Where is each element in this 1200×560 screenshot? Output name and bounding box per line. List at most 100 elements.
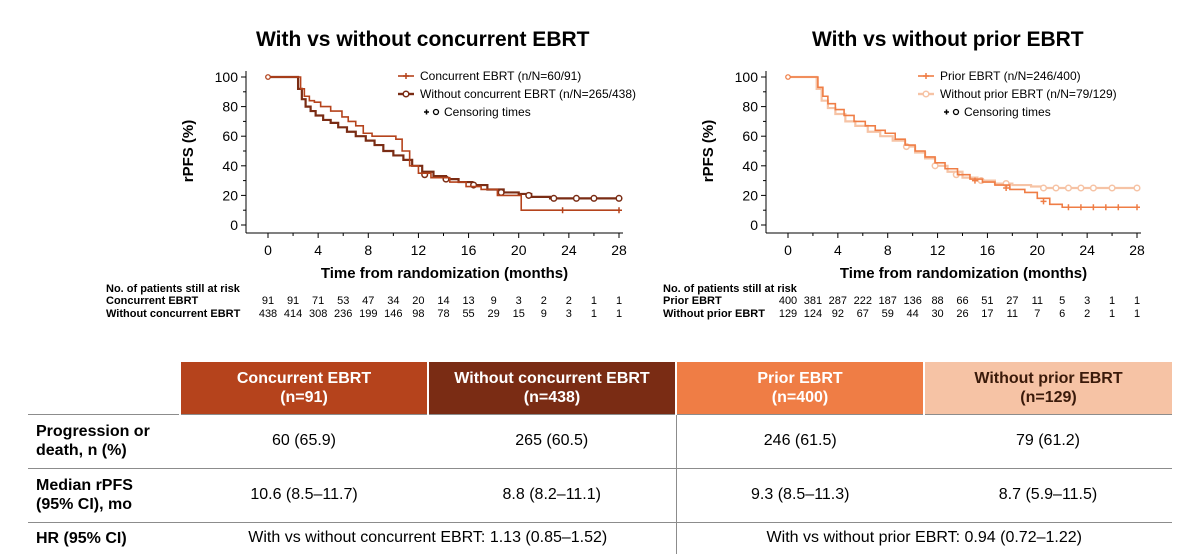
at-risk-row: Without prior EBRT 129 124 92 67 59 44 30 26 17 1… xyxy=(663,308,1163,321)
x-axis-label: Time from randomization (months) xyxy=(321,265,568,282)
y-axis-label: rPFS (%) xyxy=(700,120,717,183)
summary-corner xyxy=(28,362,180,414)
legend-entry: Without prior EBRT (n/N=79/129) xyxy=(940,87,1117,101)
table-row-hr: HR (95% CI) With vs without concurrent E… xyxy=(28,521,1172,554)
at-risk-row: Concurrent EBRT 91 91 71 53 47 34 20 14 13 9 3 2 2 1 1 xyxy=(106,295,646,308)
censor-mark xyxy=(615,194,623,202)
at-risk-value: 236 xyxy=(334,308,353,320)
at-risk-table-prior: No. of patients still at risk Prior EBRT… xyxy=(663,283,1163,321)
censor-mark xyxy=(590,194,598,202)
row-label-hr: HR (95% CI) xyxy=(28,521,180,554)
at-risk-value: 34 xyxy=(387,295,400,307)
at-risk-value: 20 xyxy=(412,295,425,307)
censor-mark xyxy=(1077,184,1085,192)
censor-mark xyxy=(572,194,580,202)
x-tick-label: 20 xyxy=(511,242,527,258)
at-risk-row-label: Without prior EBRT xyxy=(663,308,765,320)
y-tick-label: 80 xyxy=(742,99,758,115)
at-risk-value: 88 xyxy=(931,295,944,307)
legend-marker xyxy=(923,73,929,79)
x-tick-label: 28 xyxy=(1129,242,1145,258)
at-risk-value: 199 xyxy=(359,308,378,320)
y-tick-label: 40 xyxy=(222,158,238,174)
km-plot-prior: 0 20 40 60 80 100 0 4 8 12 16 20 24 28 Time from rando… xyxy=(700,69,1145,282)
at-risk-value: 51 xyxy=(981,295,994,307)
header-line2: (n=91) xyxy=(280,388,328,406)
at-risk-value: 1 xyxy=(1109,308,1116,320)
censor-mark xyxy=(1065,204,1072,211)
legend-censor-plus xyxy=(424,109,429,115)
at-risk-value: 287 xyxy=(828,295,848,307)
y-tick-label: 100 xyxy=(735,69,759,85)
cell-value: 10.6 (8.5–11.7) xyxy=(180,467,428,522)
censor-mark xyxy=(1102,204,1109,211)
at-risk-row: Prior EBRT 400 381 287 222 187 136 88 66 51 27 11 5… xyxy=(663,295,1163,308)
x-tick-label: 4 xyxy=(314,242,322,258)
header-line2: (n=438) xyxy=(523,388,581,406)
summary-table: Concurrent EBRT (n=91) Without concurren… xyxy=(28,362,1172,554)
at-risk-row-label: Prior EBRT xyxy=(663,295,722,307)
censor-mark xyxy=(1115,204,1122,211)
at-risk-value: 17 xyxy=(981,308,994,320)
at-risk-row: Without concurrent EBRT 438 414 308 236 199 1… xyxy=(106,308,646,321)
x-tick-label: 12 xyxy=(411,242,427,258)
at-risk-value: 6 xyxy=(1059,308,1066,320)
x-tick-label: 20 xyxy=(1029,242,1045,258)
at-risk-value: 15 xyxy=(512,308,525,320)
x-tick-label: 4 xyxy=(834,242,842,258)
legend-censor-circle xyxy=(432,108,440,116)
at-risk-value: 27 xyxy=(1006,295,1019,307)
x-axis-label: Time from randomization (months) xyxy=(840,265,1087,282)
at-risk-value: 91 xyxy=(261,295,275,307)
censor-mark xyxy=(559,207,566,214)
x-tick-label: 24 xyxy=(1079,242,1095,258)
chart-title-concurrent: With vs without concurrent EBRT xyxy=(256,28,590,51)
at-risk-value: 438 xyxy=(258,308,278,320)
cell-value: 8.8 (8.2–11.1) xyxy=(428,467,676,522)
y-tick-label: 100 xyxy=(215,69,239,85)
censor-mark xyxy=(1064,184,1072,192)
at-risk-value: 3 xyxy=(565,308,572,320)
censor-mark xyxy=(1077,204,1084,211)
km-plot-concurrent: 0 20 40 60 80 100 0 4 8 12 16 20 24 28 Time from rando… xyxy=(180,69,636,282)
censor-mark xyxy=(1108,184,1116,192)
cell-value: 265 (60.5) xyxy=(428,413,676,468)
at-risk-value: 78 xyxy=(437,308,450,320)
at-risk-value: 59 xyxy=(881,308,894,320)
at-risk-value: 2 xyxy=(565,295,572,307)
at-risk-value: 1 xyxy=(1109,295,1116,307)
x-tick-label: 16 xyxy=(980,242,996,258)
x-tick-label: 0 xyxy=(264,242,272,258)
at-risk-value: 1 xyxy=(1133,295,1141,307)
legend-marker xyxy=(403,73,409,79)
at-risk-value: 381 xyxy=(803,295,823,307)
header-line1: Without prior EBRT xyxy=(974,369,1123,387)
at-risk-value: 129 xyxy=(778,308,798,320)
y-tick-label: 0 xyxy=(750,217,758,233)
y-tick-label: 60 xyxy=(222,128,238,144)
at-risk-value: 67 xyxy=(856,308,869,320)
x-tick-label: 0 xyxy=(784,242,792,258)
header-line1: Concurrent EBRT xyxy=(236,369,372,387)
censor-mark xyxy=(550,194,558,202)
at-risk-value: 47 xyxy=(362,295,375,307)
cell-value: 9.3 (8.5–11.3) xyxy=(675,467,924,522)
censor-mark xyxy=(931,162,939,170)
censor-mark xyxy=(525,191,533,199)
at-risk-value: 1 xyxy=(1133,308,1141,320)
at-risk-row-label: Concurrent EBRT xyxy=(106,295,199,307)
start-mark xyxy=(265,74,271,80)
legend-marker xyxy=(922,90,930,98)
row-label-median-rpfs: Median rPFS (95% CI), mo xyxy=(28,467,180,522)
at-risk-value: 92 xyxy=(831,308,844,320)
at-risk-value: 187 xyxy=(878,295,897,307)
at-risk-value: 136 xyxy=(903,295,922,307)
at-risk-value: 124 xyxy=(803,308,823,320)
hr-prior: With vs without prior EBRT: 0.94 (0.72–1… xyxy=(675,521,1172,554)
at-risk-value: 55 xyxy=(462,308,475,320)
censor-mark xyxy=(1003,185,1010,191)
at-risk-row-label: Without concurrent EBRT xyxy=(106,308,241,320)
legend-censor-label: Censoring times xyxy=(444,105,531,119)
legend-entry: Prior EBRT (n/N=246/400) xyxy=(940,69,1081,83)
y-tick-label: 20 xyxy=(742,187,758,203)
